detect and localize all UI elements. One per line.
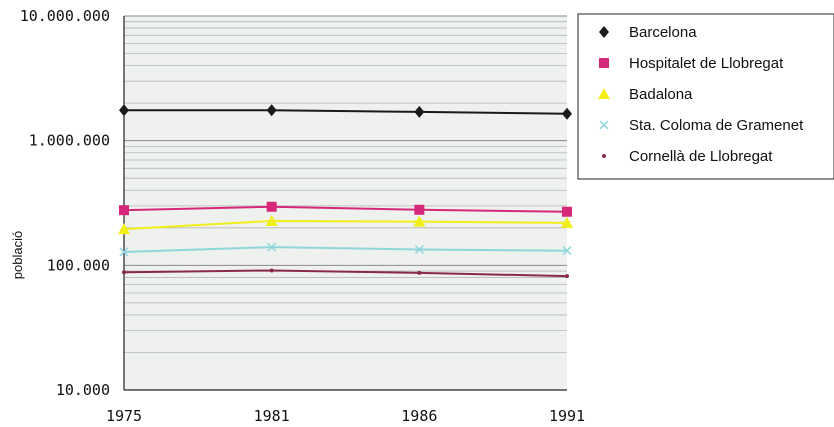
legend-label: Sta. Coloma de Gramenet [629,117,804,134]
legend-label: Hospitalet de Llobregat [629,55,784,72]
marker-stroke [562,246,572,256]
legend-marker [599,26,609,38]
marker-stroke [599,120,609,130]
legend-marker [602,154,606,158]
x-tick-labels: 1975 1981 1986 1991 [106,407,585,425]
data-point [413,215,426,227]
data-point [562,107,572,120]
axes [123,16,567,391]
data-point [269,268,274,273]
series-group [118,214,573,235]
series-group [119,104,572,120]
x-tick-label: 1975 [106,407,142,425]
legend-marker [599,58,609,68]
legend-box [577,13,834,180]
marker-stroke [414,244,424,255]
data-point [414,105,425,118]
legend-label: Barcelona [629,24,697,41]
legend-label: Cornellà de Llobregat [629,148,773,165]
series-group [119,242,572,257]
marker-stroke [119,247,129,257]
series-line [123,109,568,115]
data-point [119,104,129,117]
data-point [562,246,572,256]
y-tick-label: 10.000 [56,381,110,399]
plot-background [124,16,567,390]
marker-stroke [267,242,277,252]
gridlines [124,15,567,391]
data-point [266,104,277,117]
data-point [119,247,129,257]
legend-marker [599,120,609,130]
data-point [265,214,278,226]
data-point [122,270,126,275]
x-tick-label: 1986 [401,407,437,425]
y-tick-label: 100.000 [47,256,110,274]
y-tick-label: 1.000.000 [29,132,110,150]
y-tick-labels: 10.000 100.000 1.000.000 10.000.000 [20,7,110,399]
data-point [266,201,277,212]
data-point [417,270,422,275]
legend-label: Badalona [629,86,693,103]
series-line [123,246,568,253]
data-point [118,223,130,235]
data-point [414,244,424,255]
data-point [565,274,569,279]
legend: Barcelona Hospitalet de Llobregat Badalona… [598,24,804,165]
y-axis-title: població [10,231,25,279]
series-group [122,268,569,279]
series-group [119,201,572,217]
legend-marker [598,88,610,99]
data-point [414,204,425,215]
series-line [123,269,568,278]
series-line [123,205,568,213]
data-point [561,216,573,228]
series [118,104,573,279]
data-point [562,206,572,217]
x-tick-label: 1991 [549,407,585,425]
x-tick-label: 1981 [254,407,290,425]
data-point [119,205,129,216]
data-point [267,242,277,252]
series-line [123,219,568,231]
y-tick-label: 10.000.000 [20,7,110,25]
